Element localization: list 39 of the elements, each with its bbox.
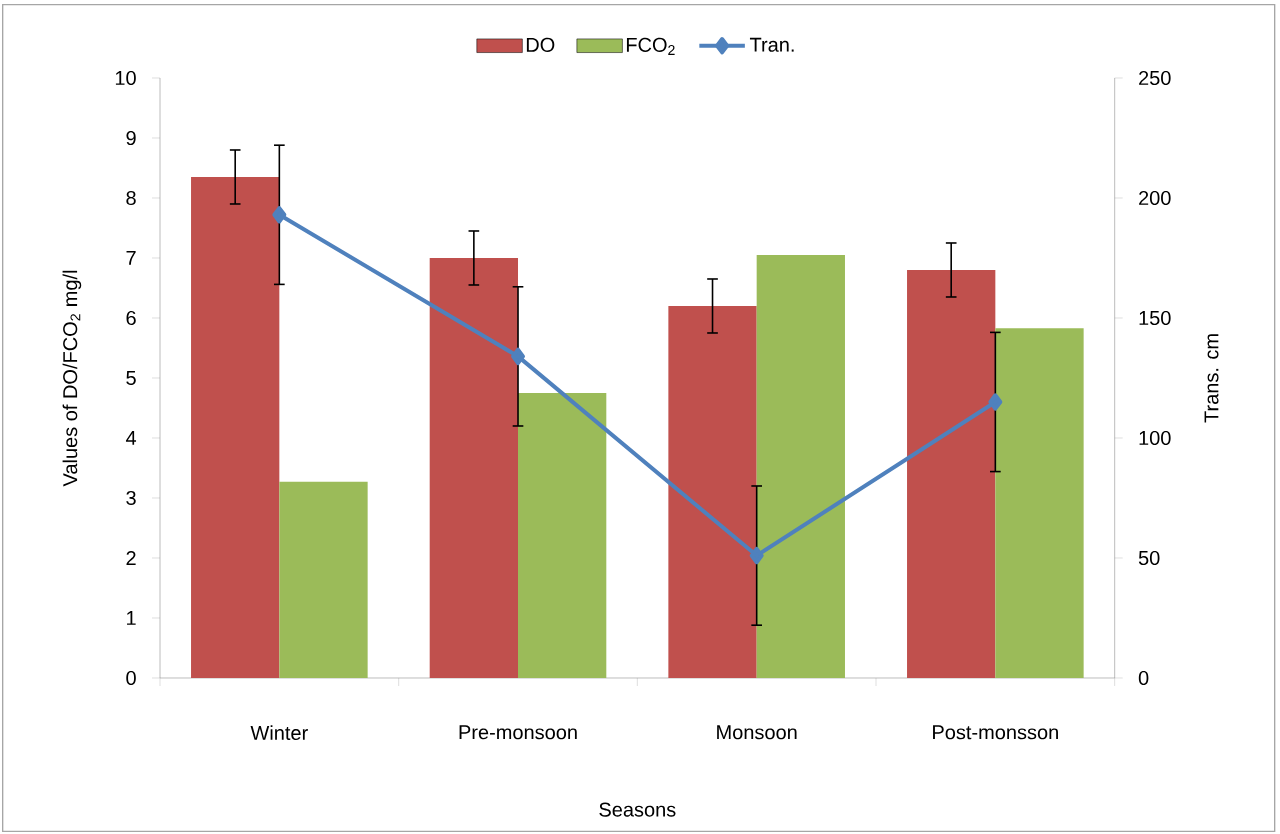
- y-tick-label: 2: [126, 551, 136, 565]
- point: [511, 347, 526, 366]
- x-tick-label: Post-monsson: [933, 725, 1058, 740]
- y-tick-label: 9: [126, 130, 136, 146]
- y-tick-label: 5: [126, 371, 136, 385]
- point: [749, 546, 764, 565]
- y-tick-label: 8: [126, 190, 136, 206]
- y2-tick-label: 250: [1139, 70, 1171, 86]
- y2-tick-label: 100: [1139, 430, 1171, 446]
- bar: [429, 257, 519, 678]
- y-tick-label: 10: [115, 70, 136, 86]
- y2-tick-label: 150: [1139, 310, 1171, 326]
- y-tick-label: 4: [125, 431, 137, 445]
- bar: [907, 269, 996, 678]
- bar: [756, 254, 845, 678]
- legend-label: FCO$_{2}$: [626, 37, 675, 55]
- y2-tick-label: 50: [1138, 550, 1160, 566]
- bar: [995, 328, 1084, 678]
- legend-label: Tran.: [749, 37, 794, 52]
- bar: [668, 305, 757, 678]
- y2-axis-title: Trans. cm: [1204, 334, 1219, 423]
- x-axis-title: Seasons: [599, 802, 676, 817]
- y-tick-label: 3: [126, 490, 136, 506]
- y-axis-title: Values of DO/FCO$_{2}$ mg/l: [62, 270, 82, 487]
- y2-tick-label: 0: [1138, 670, 1149, 686]
- bar: [279, 481, 368, 678]
- y-tick-label: 1: [127, 611, 136, 625]
- y2-tick-label: 200: [1139, 190, 1171, 206]
- y-tick-label: 0: [126, 670, 136, 686]
- x-tick-label: Winter: [250, 725, 308, 741]
- y-tick-label: 6: [126, 310, 136, 326]
- bar: [518, 392, 607, 678]
- x-tick-label: Pre-monsoon: [459, 725, 577, 740]
- point: [988, 393, 1003, 411]
- y-tick-label: 7: [126, 251, 136, 265]
- x-tick-label: Monsoon: [717, 725, 797, 740]
- point: [272, 206, 287, 224]
- legend-label: DO: [526, 37, 555, 52]
- bar: [191, 176, 280, 678]
